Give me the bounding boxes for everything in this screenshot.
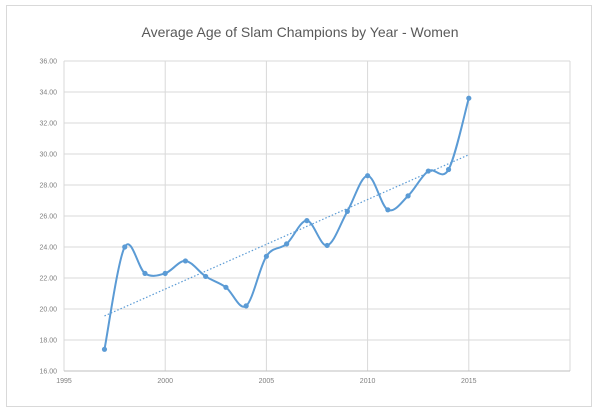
series-line: [103, 97, 470, 350]
data-point: [142, 270, 148, 276]
data-point: [263, 253, 269, 259]
gridlines: [63, 60, 571, 371]
data-point: [122, 244, 128, 250]
y-tick-label: 28.00: [39, 183, 57, 190]
data-point: [284, 241, 290, 247]
data-point: [365, 173, 371, 179]
chart-title: Average Age of Slam Champions by Year - …: [141, 24, 459, 40]
data-point: [425, 168, 431, 174]
y-tick-label: 18.00: [39, 338, 57, 345]
data-point: [405, 193, 411, 199]
data-point: [182, 258, 189, 264]
y-axis-ticks: 16.00 18.00 20.00 22.00 24.00 26.00 28.00 30.00…: [39, 59, 57, 376]
y-tick-label: 32.00: [39, 121, 57, 128]
data-point: [324, 242, 330, 249]
data-point: [344, 208, 350, 214]
data-point: [101, 346, 108, 352]
data-point: [162, 270, 168, 276]
x-tick-label: 2015: [461, 378, 477, 385]
data-points: [101, 95, 472, 352]
data-point: [243, 303, 249, 309]
data-point: [385, 207, 391, 213]
x-tick-label: 2010: [360, 378, 376, 385]
x-tick-label: 2000: [157, 378, 173, 385]
y-tick-label: 36.00: [39, 59, 57, 66]
y-tick-label: 34.00: [39, 90, 57, 97]
data-point: [445, 166, 452, 173]
data-point: [223, 284, 229, 290]
x-tick-label: 1995: [56, 378, 72, 385]
x-tick-label: 2005: [259, 378, 275, 385]
y-tick-label: 20.00: [39, 307, 57, 314]
x-axis-ticks: 1995 2000 2005 2010 2015: [56, 378, 476, 385]
y-tick-label: 16.00: [39, 369, 57, 376]
y-tick-label: 22.00: [39, 276, 57, 283]
data-point: [304, 218, 310, 224]
trendline: [104, 154, 470, 317]
data-point: [466, 95, 472, 101]
y-tick-label: 30.00: [39, 152, 57, 159]
y-tick-label: 24.00: [39, 245, 57, 252]
y-tick-label: 26.00: [39, 214, 57, 221]
data-point: [203, 273, 209, 280]
